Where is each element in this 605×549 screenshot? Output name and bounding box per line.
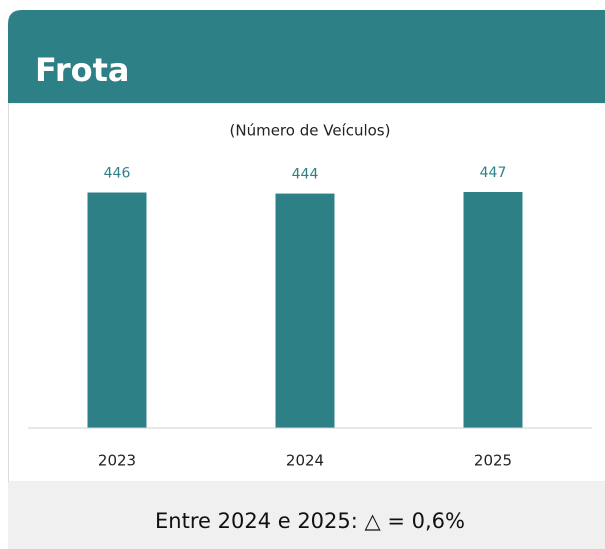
card-title: Frota bbox=[35, 51, 129, 89]
value-label: 447 bbox=[480, 165, 507, 181]
x-tick-label: 2023 bbox=[98, 452, 136, 470]
header-band bbox=[8, 10, 605, 103]
bar bbox=[87, 192, 147, 428]
bar bbox=[463, 191, 523, 428]
footer-band bbox=[8, 482, 605, 549]
footer-text: Entre 2024 e 2025: △ = 0,6% bbox=[155, 509, 465, 533]
x-tick-label: 2024 bbox=[286, 452, 324, 470]
bar bbox=[275, 193, 335, 428]
value-label: 444 bbox=[292, 167, 319, 183]
chart-subtitle: (Número de Veículos) bbox=[230, 122, 391, 140]
x-tick-label: 2025 bbox=[474, 452, 512, 470]
value-label: 446 bbox=[104, 166, 131, 182]
